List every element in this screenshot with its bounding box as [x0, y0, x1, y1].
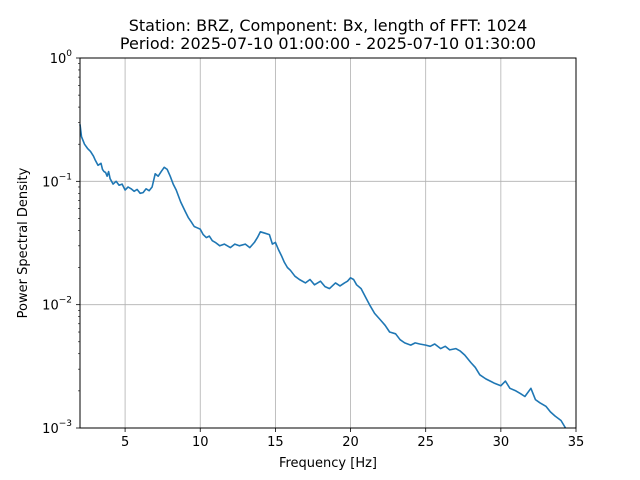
y-tick-label: 100 [50, 49, 73, 67]
x-tick-label: 20 [342, 435, 359, 450]
x-axis-ticks: 5 10 15 20 25 30 35 [121, 428, 584, 450]
y-axis-ticks: 10−3 10−2 10−1 100 [42, 49, 80, 437]
x-tick-label: 25 [417, 435, 434, 450]
y-tick-label: 10−1 [42, 172, 72, 190]
y-axis-label: Power Spectral Density [16, 167, 31, 318]
x-axis-label: Frequency [Hz] [279, 456, 377, 471]
series-layer [79, 124, 567, 429]
x-tick-label: 10 [192, 435, 209, 450]
y-tick-label: 10−3 [42, 419, 72, 437]
chart-title: Station: BRZ, Component: Bx, length of F… [129, 16, 528, 35]
x-tick-label: 35 [568, 435, 585, 450]
x-tick-label: 30 [493, 435, 510, 450]
y-tick-label: 10−2 [42, 296, 72, 314]
x-tick-label: 15 [267, 435, 284, 450]
plot-frame [79, 57, 577, 429]
chart-subtitle: Period: 2025-07-10 01:00:00 - 2025-07-10… [120, 34, 536, 53]
x-tick-label: 5 [121, 435, 129, 450]
psd-series-line [79, 124, 567, 429]
